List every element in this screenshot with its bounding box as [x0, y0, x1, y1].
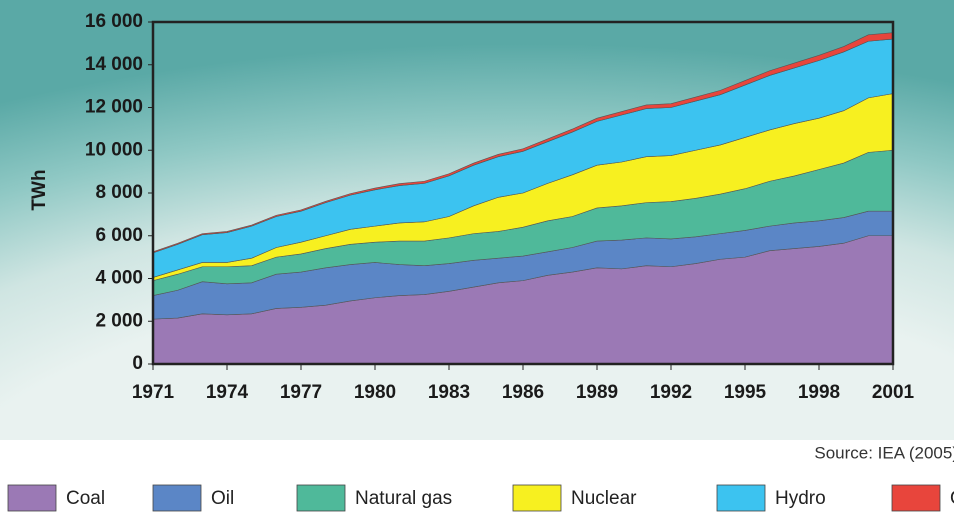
- legend-label: Natural gas: [355, 488, 452, 509]
- legend-swatch: [296, 484, 346, 512]
- source: Source: IEA (2005): [814, 443, 954, 462]
- legend-label: Coal: [66, 488, 105, 509]
- x-tick-label: 1983: [428, 382, 470, 403]
- legend-swatch: [7, 484, 57, 512]
- y-tick-label: 12 000: [85, 97, 143, 118]
- y-tick-label: 16 000: [85, 11, 143, 32]
- x-tick-label: 1986: [502, 382, 544, 403]
- x-tick-label: 1977: [280, 382, 322, 403]
- y-tick-label: 14 000: [85, 54, 143, 75]
- x-tick-label: 1995: [724, 382, 767, 403]
- x-tick-label: 1971: [132, 382, 175, 403]
- legend-swatch: [512, 484, 562, 512]
- y-tick-label: 0: [132, 353, 143, 374]
- x-tick-label: 1980: [354, 382, 396, 403]
- y-axis-label: TWh: [29, 169, 50, 210]
- y-tick-label: 8 000: [95, 182, 143, 203]
- legend-label: Oil: [211, 488, 234, 509]
- legend-swatch: [152, 484, 202, 512]
- x-tick-label: 1992: [650, 382, 692, 403]
- y-tick-label: 6 000: [95, 225, 143, 246]
- y-tick-label: 10 000: [85, 139, 143, 160]
- legend-swatch: [716, 484, 766, 512]
- x-tick-label: 2001: [872, 382, 915, 403]
- legend-swatch: [891, 484, 941, 512]
- x-tick-label: 1998: [798, 382, 840, 403]
- legend-label: Hydro: [775, 488, 826, 509]
- y-tick-label: 2 000: [95, 310, 143, 331]
- y-tick-label: 4 000: [95, 268, 143, 289]
- x-tick-label: 1989: [576, 382, 618, 403]
- x-tick-label: 1974: [206, 382, 249, 403]
- legend-label: Nuclear: [571, 488, 637, 509]
- legend-label: Other: [950, 488, 954, 509]
